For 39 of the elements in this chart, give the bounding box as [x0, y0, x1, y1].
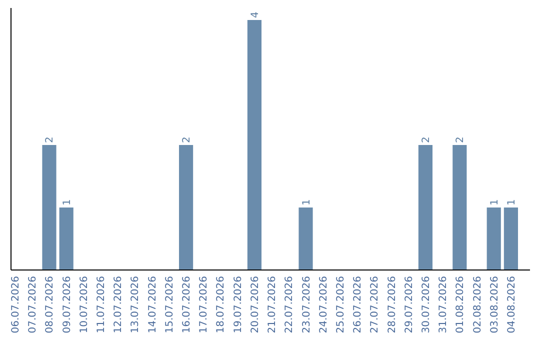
x-tick-label: 20.07.2026: [250, 276, 261, 334]
x-tick-label: 03.08.2026: [489, 276, 500, 334]
x-tick-label: 17.07.2026: [198, 276, 210, 334]
x-tick-label: 06.07.2026: [10, 276, 22, 334]
x-tick-label: 18.07.2026: [216, 276, 227, 334]
data-label: 1: [489, 199, 500, 206]
x-tick-label: 26.07.2026: [352, 276, 364, 334]
data-label: 1: [506, 199, 518, 206]
data-label: 4: [250, 12, 261, 18]
x-tick-label: 08.07.2026: [44, 276, 56, 334]
x-tick-label: 24.07.2026: [318, 276, 330, 334]
x-tick-label: 01.08.2026: [455, 276, 466, 334]
data-label: 2: [44, 136, 56, 143]
x-tick-label: 09.07.2026: [62, 276, 73, 334]
x-tick-label: 16.07.2026: [182, 276, 193, 334]
x-tick-label: 19.07.2026: [232, 276, 244, 334]
data-label: 2: [455, 136, 466, 143]
x-tick-label: 23.07.2026: [301, 276, 312, 334]
x-tick-label: 11.07.2026: [96, 276, 108, 334]
x-tick-label: 21.07.2026: [267, 276, 278, 334]
x-tick-label: 14.07.2026: [147, 276, 158, 334]
x-tick-label: 10.07.2026: [78, 276, 90, 334]
data-label: 2: [182, 136, 193, 143]
x-tick-label: 22.07.2026: [284, 276, 296, 334]
x-tick-label: 13.07.2026: [130, 276, 142, 334]
x-tick-label: 31.07.2026: [438, 276, 450, 334]
data-label: 1: [62, 199, 73, 206]
x-tick-label: 29.07.2026: [404, 276, 415, 334]
x-tick-label: 12.07.2026: [113, 276, 124, 334]
x-tick-label: 07.07.2026: [28, 276, 39, 334]
data-label: 2: [420, 136, 432, 143]
x-tick-label: 15.07.2026: [164, 276, 176, 334]
x-tick-label: 25.07.2026: [335, 276, 346, 334]
x-tick-label: 28.07.2026: [386, 276, 398, 334]
x-tick-label: 27.07.2026: [370, 276, 381, 334]
x-tick-label: 30.07.2026: [420, 276, 432, 334]
data-label: 1: [301, 199, 312, 206]
x-tick-label: 04.08.2026: [506, 276, 518, 334]
x-tick-label: 02.08.2026: [472, 276, 484, 334]
